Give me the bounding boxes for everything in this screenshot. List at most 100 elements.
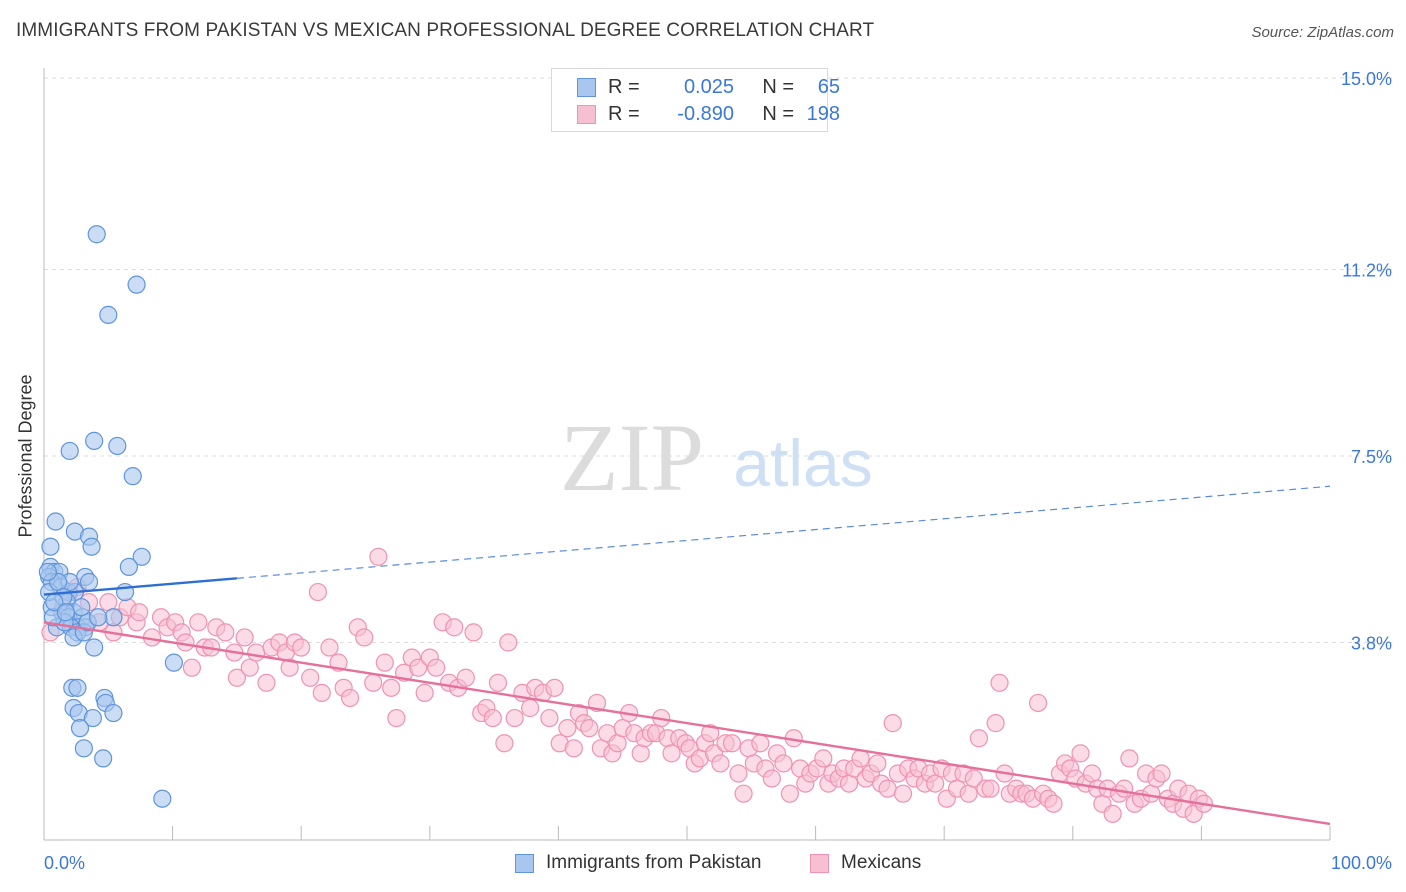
data-point-mexicans — [734, 784, 753, 803]
legend-box: R = 0.025 N = 65 R = -0.890 N = 198 — [551, 68, 840, 132]
y-axis-label: Professional Degree — [15, 374, 36, 538]
data-point-pakistan — [123, 467, 142, 486]
data-point-pakistan — [72, 598, 91, 617]
y-tick-label: 7.5% — [1351, 447, 1392, 467]
data-point-pakistan — [85, 431, 104, 450]
data-point-mexicans — [814, 749, 833, 768]
data-point-mexicans — [320, 638, 339, 657]
data-point-mexicans — [375, 653, 394, 672]
data-point-mexicans — [883, 714, 902, 733]
data-point-mexicans — [382, 678, 401, 697]
legend-n-value: 198 — [806, 102, 840, 125]
data-point-pakistan — [88, 608, 108, 627]
data-point-mexicans — [227, 668, 246, 687]
data-point-mexicans — [558, 719, 577, 738]
data-point-mexicans — [340, 688, 360, 708]
data-point-mexicans — [483, 708, 502, 728]
data-point-mexicans — [893, 784, 913, 803]
grid-lines — [44, 77, 1392, 643]
data-point-mexicans — [301, 668, 320, 687]
data-point-mexicans — [1115, 779, 1134, 798]
data-point-mexicans — [964, 769, 983, 788]
data-point-mexicans — [631, 744, 650, 763]
series-mexicans — [41, 547, 1214, 823]
data-point-mexicans — [415, 683, 434, 702]
data-point-pakistan — [94, 749, 113, 768]
trend-lines — [43, 485, 1331, 826]
data-point-mexicans — [240, 658, 259, 677]
tick-labels: 3.8% 7.5% 11.2% 15.0% 0.0% 100.0% — [44, 69, 1392, 873]
data-point-mexicans — [247, 643, 266, 662]
data-point-pakistan — [153, 789, 172, 808]
y-tick-label: 15.0% — [1341, 69, 1392, 89]
data-point-pakistan — [99, 305, 118, 324]
data-point-mexicans — [409, 658, 428, 677]
data-point-mexicans — [722, 734, 742, 753]
y-tick-label: 11.2% — [1342, 261, 1392, 281]
data-point-pakistan — [82, 537, 101, 556]
legend-swatch-blue — [577, 77, 596, 97]
data-point-mexicans — [729, 764, 748, 783]
chart-title: IMMIGRANTS FROM PAKISTAN VS MEXICAN PROF… — [16, 20, 875, 41]
data-point-mexicans — [1028, 693, 1048, 713]
data-point-mexicans — [312, 683, 331, 702]
data-point-pakistan — [79, 572, 99, 592]
legend-n-label: N = — [762, 75, 794, 98]
trend-line-pakistan-dashed — [236, 485, 1331, 579]
data-point-mexicans — [1103, 804, 1122, 823]
data-point-mexicans — [499, 633, 518, 652]
legend-r-value: 0.025 — [683, 75, 734, 98]
trend-line-pakistan-solid — [43, 577, 238, 596]
data-point-pakistan — [119, 557, 138, 576]
data-point-mexicans — [355, 628, 374, 647]
data-point-pakistan — [164, 653, 183, 672]
data-point-mexicans — [1142, 784, 1161, 803]
data-point-mexicans — [1152, 764, 1171, 783]
data-point-mexicans — [189, 613, 208, 632]
data-point-mexicans — [216, 623, 235, 642]
data-point-pakistan — [74, 739, 93, 758]
data-point-mexicans — [868, 754, 887, 773]
data-point-mexicans — [1044, 794, 1063, 813]
data-point-mexicans — [456, 668, 475, 687]
data-point-mexicans — [488, 673, 508, 692]
data-point-pakistan — [85, 638, 104, 657]
data-point-pakistan — [83, 708, 102, 728]
data-point-pakistan — [41, 537, 60, 556]
y-tick-label: 3.8% — [1351, 633, 1392, 653]
data-point-mexicans — [130, 603, 149, 622]
data-point-pakistan — [38, 562, 57, 582]
data-point-mexicans — [1082, 764, 1102, 783]
data-point-mexicans — [257, 673, 276, 692]
data-point-mexicans — [780, 784, 799, 803]
data-point-mexicans — [878, 779, 897, 798]
data-point-pakistan — [68, 678, 87, 697]
data-point-mexicans — [540, 708, 559, 728]
data-point-mexicans — [235, 628, 254, 647]
data-point-pakistan — [87, 225, 106, 244]
data-point-mexicans — [545, 678, 564, 697]
data-point-mexicans — [292, 638, 311, 657]
data-point-pakistan — [70, 719, 90, 738]
data-point-pakistan — [60, 441, 79, 461]
x-tick-label: 0.0% — [44, 853, 85, 873]
data-point-pakistan — [127, 275, 146, 294]
data-point-mexicans — [505, 708, 524, 728]
bottom-legend-mexicans: Mexicans — [810, 852, 921, 874]
source-label: Source: ZipAtlas.com — [1251, 24, 1394, 41]
trend-line-mexicans — [43, 621, 1331, 826]
data-point-mexicans — [608, 734, 627, 753]
data-point-mexicans — [959, 784, 978, 803]
bottom-legend-swatch-blue — [515, 853, 534, 873]
data-point-mexicans — [182, 658, 201, 677]
data-point-mexicans — [751, 734, 770, 753]
watermark: ZIP atlas — [560, 404, 873, 511]
data-point-mexicans — [926, 774, 945, 793]
data-point-mexicans — [986, 714, 1005, 733]
data-point-pakistan — [108, 436, 127, 456]
data-point-mexicans — [981, 779, 1000, 798]
legend-r-label: R = — [608, 102, 640, 125]
data-point-mexicans — [1120, 749, 1139, 768]
data-point-mexicans — [662, 744, 681, 763]
legend-r-label: R = — [608, 75, 640, 98]
